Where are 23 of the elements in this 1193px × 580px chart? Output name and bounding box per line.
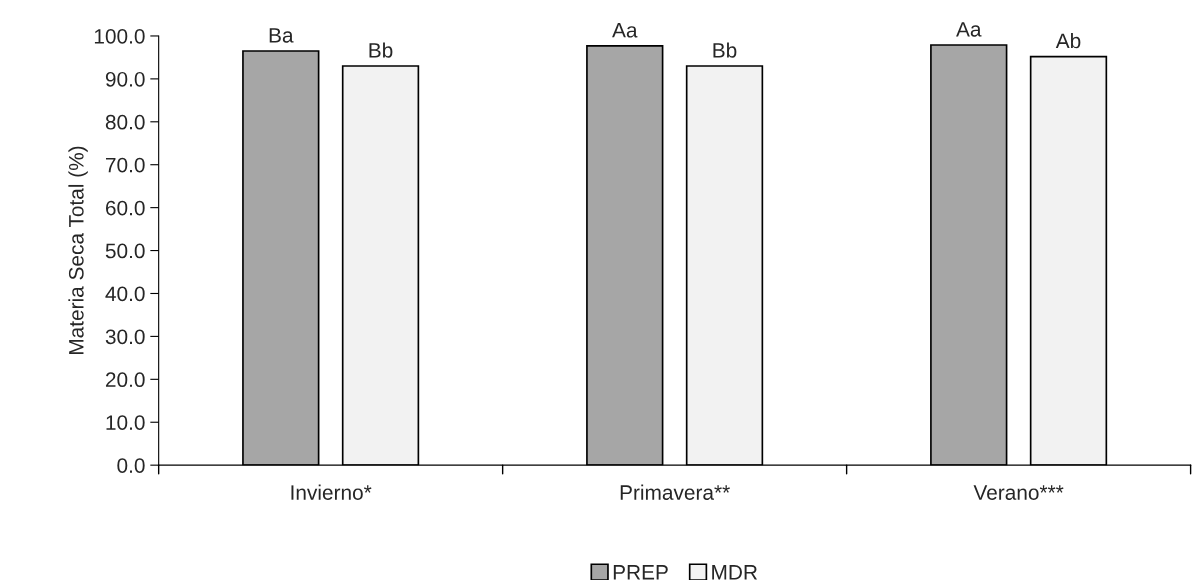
data-label: Aa: [956, 22, 982, 37]
data-label: Ab: [1055, 32, 1081, 49]
legend-label: MDR: [712, 565, 758, 580]
y-axis-title: Materia Seca Total (%): [68, 146, 88, 355]
y-tick-label: 100.0: [94, 28, 145, 44]
y-tick-label: 50.0: [105, 243, 145, 259]
x-tick-label: Verano***: [973, 485, 1064, 500]
y-tick-label: 80.0: [105, 114, 145, 130]
x-tick-label: Primavera**: [620, 484, 730, 500]
y-tick-label: 70.0: [106, 157, 145, 173]
y-tick-label: 90.0: [105, 71, 145, 87]
data-label: Bb: [713, 42, 737, 58]
y-tick-label: 20.0: [105, 372, 145, 388]
y-tick-label: 10.0: [106, 415, 145, 430]
data-label: Bb: [369, 42, 393, 58]
x-tick-label: Invierno*: [291, 484, 372, 500]
y-tick-label: 30.0: [105, 329, 145, 345]
y-tick-label: 0.0: [117, 458, 145, 473]
y-tick-label: 40.0: [105, 286, 145, 302]
data-label: Aa: [612, 23, 638, 38]
y-tick-label: 60.0: [105, 200, 145, 216]
legend-label: PREP: [613, 565, 668, 580]
data-label: Ba: [269, 28, 294, 43]
